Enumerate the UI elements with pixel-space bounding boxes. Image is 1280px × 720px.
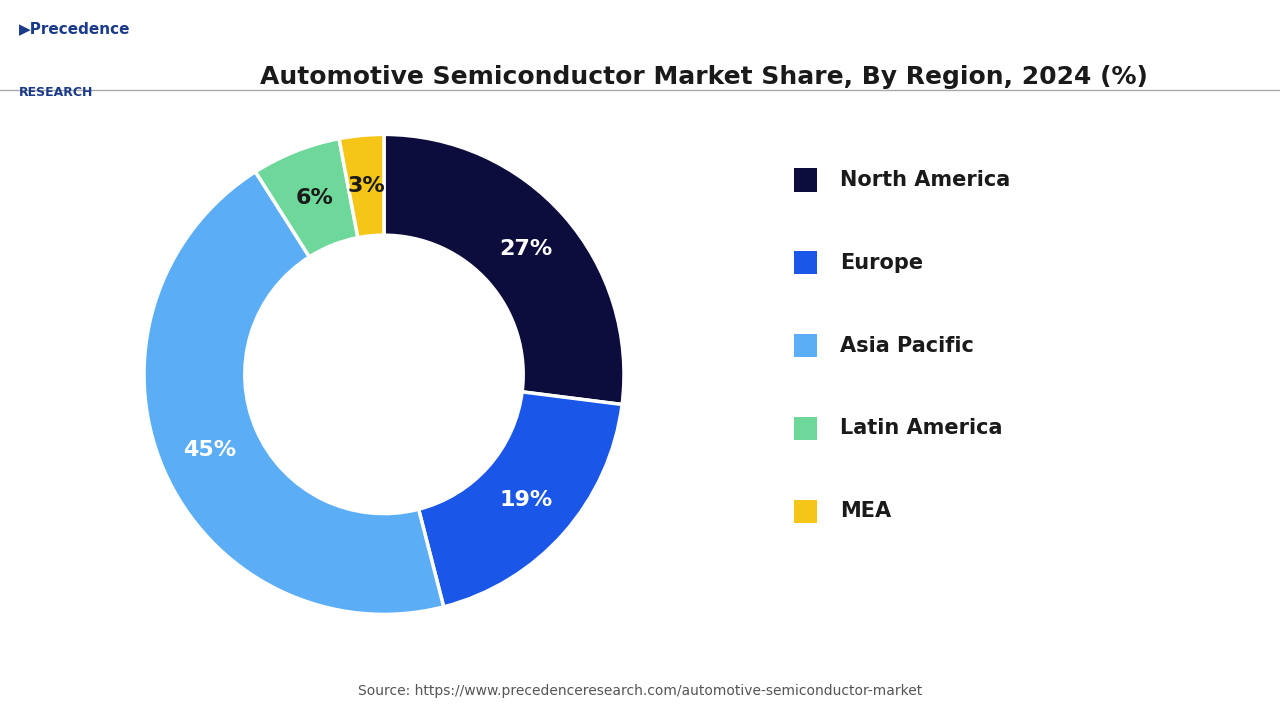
Text: 27%: 27%	[499, 239, 553, 259]
Text: 6%: 6%	[296, 188, 333, 208]
Wedge shape	[145, 172, 444, 614]
Wedge shape	[339, 135, 384, 238]
Text: 19%: 19%	[499, 490, 553, 510]
Text: 45%: 45%	[183, 440, 237, 459]
Text: Europe: Europe	[840, 253, 923, 273]
Text: North America: North America	[840, 170, 1010, 190]
Text: ▶Precedence: ▶Precedence	[19, 22, 131, 37]
Text: 3%: 3%	[347, 176, 385, 196]
Text: RESEARCH: RESEARCH	[19, 86, 93, 99]
Text: MEA: MEA	[840, 501, 891, 521]
Wedge shape	[256, 139, 358, 257]
Text: Asia Pacific: Asia Pacific	[840, 336, 974, 356]
Text: Latin America: Latin America	[840, 418, 1002, 438]
Text: Source: https://www.precedenceresearch.com/automotive-semiconductor-market: Source: https://www.precedenceresearch.c…	[358, 685, 922, 698]
Text: Automotive Semiconductor Market Share, By Region, 2024 (%): Automotive Semiconductor Market Share, B…	[260, 65, 1148, 89]
Wedge shape	[384, 135, 623, 405]
Wedge shape	[419, 392, 622, 607]
